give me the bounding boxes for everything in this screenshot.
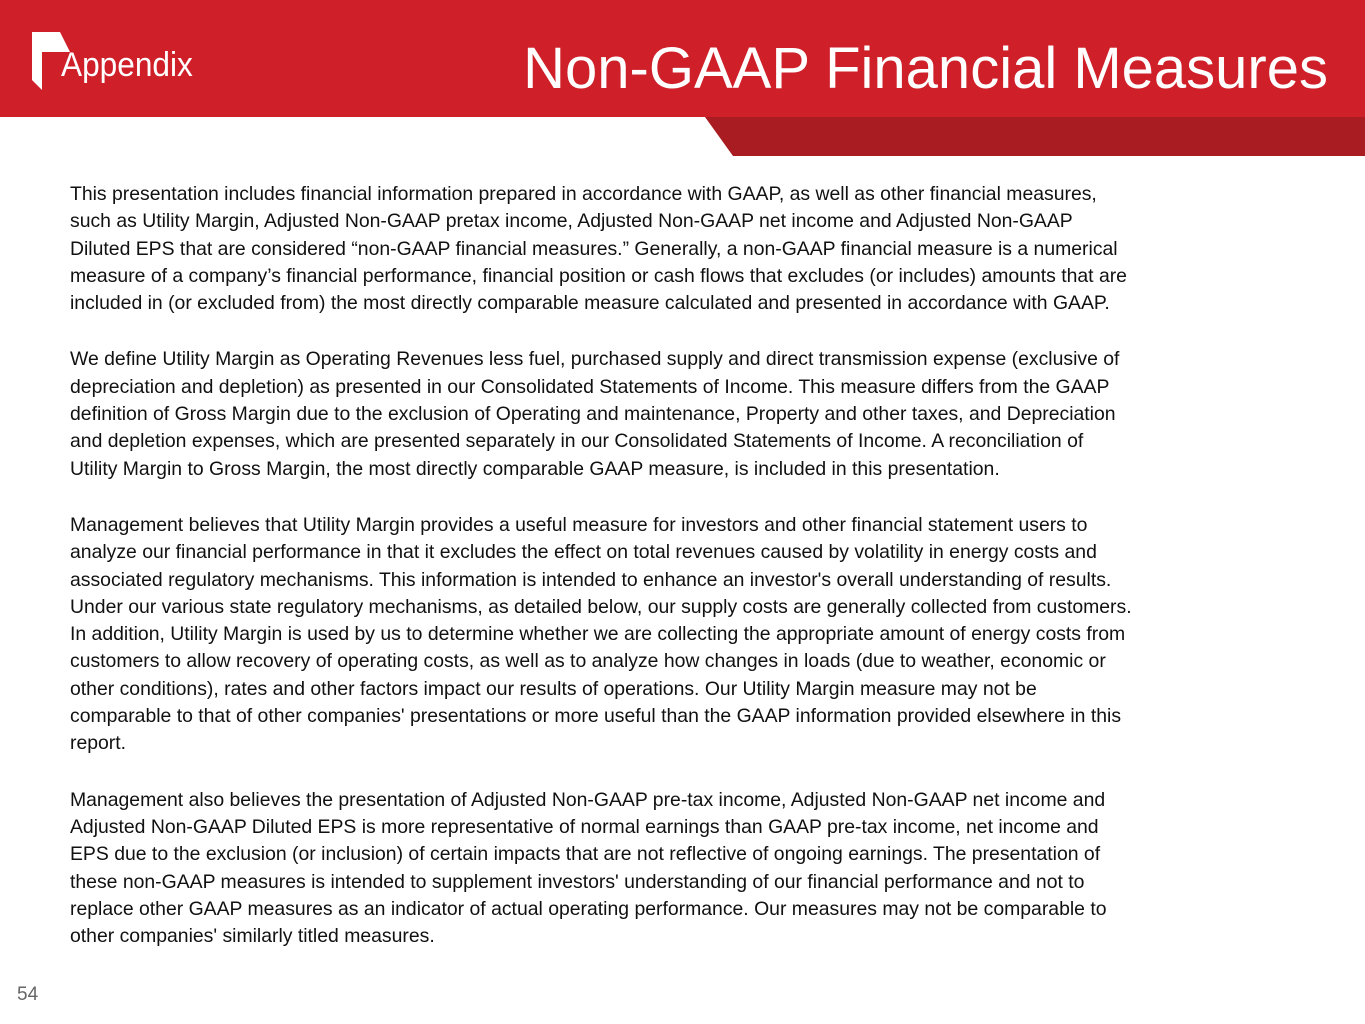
- paragraph: Management also believes the presentatio…: [70, 787, 1132, 951]
- section-label: Appendix: [61, 46, 193, 84]
- paragraph-line: replace other GAAP measures as an indica…: [70, 897, 1107, 920]
- paragraph: We define Utility Margin as Operating Re…: [70, 346, 1132, 482]
- header-stripe: [705, 117, 1365, 156]
- folded-corner-logo-icon: [32, 32, 70, 90]
- header-bar: Appendix Non-GAAP Financial Measures: [0, 0, 1365, 117]
- paragraph-line: Adjusted Non-GAAP Diluted EPS is more re…: [70, 815, 1099, 838]
- paragraph-line: and depletion expenses, which are presen…: [70, 430, 1084, 453]
- paragraph-line: included in (or excluded from) the most …: [70, 292, 1110, 315]
- paragraph-line: definition of Gross Margin due to the ex…: [70, 403, 1116, 426]
- paragraph-line: We define Utility Margin as Operating Re…: [70, 348, 1120, 371]
- paragraph: This presentation includes financial inf…: [70, 181, 1132, 317]
- body-text: This presentation includes financial inf…: [70, 181, 1132, 979]
- paragraph-line: Management also believes the presentatio…: [70, 788, 1106, 811]
- paragraph-line: Utility Margin to Gross Margin, the most…: [70, 457, 1000, 480]
- paragraph-line: other companies' similarly titled measur…: [70, 925, 435, 948]
- paragraph-line: these non-GAAP measures is intended to s…: [70, 870, 1085, 893]
- paragraph-line: such as Utility Margin, Adjusted Non-GAA…: [70, 210, 1073, 233]
- paragraph-line: other conditions), rates and other facto…: [70, 677, 1037, 700]
- paragraph-line: Under our various state regulatory mecha…: [70, 595, 1132, 618]
- paragraph-line: In addition, Utility Margin is used by u…: [70, 623, 1126, 646]
- paragraph-line: Diluted EPS that are considered “non-GAA…: [70, 237, 1118, 260]
- paragraph-line: comparable to that of other companies' p…: [70, 705, 1122, 728]
- paragraph: Management believes that Utility Margin …: [70, 512, 1132, 758]
- paragraph-line: This presentation includes financial inf…: [70, 183, 1097, 205]
- paragraph-line: measure of a company’s financial perform…: [70, 264, 1127, 287]
- paragraph-line: customers to allow recovery of operating…: [70, 650, 1106, 673]
- paragraph-line: depreciation and depletion) as presented…: [70, 375, 1110, 398]
- paragraph-line: EPS due to the exclusion (or inclusion) …: [70, 843, 1101, 866]
- paragraph-line: Management believes that Utility Margin …: [70, 513, 1088, 536]
- page-title: Non-GAAP Financial Measures: [523, 36, 1328, 101]
- paragraph-line: analyze our financial performance in tha…: [70, 541, 1097, 564]
- paragraph-line: report.: [70, 732, 127, 755]
- paragraph-line: associated regulatory mechanisms. This i…: [70, 568, 1112, 591]
- page-number: 54: [17, 984, 39, 1005]
